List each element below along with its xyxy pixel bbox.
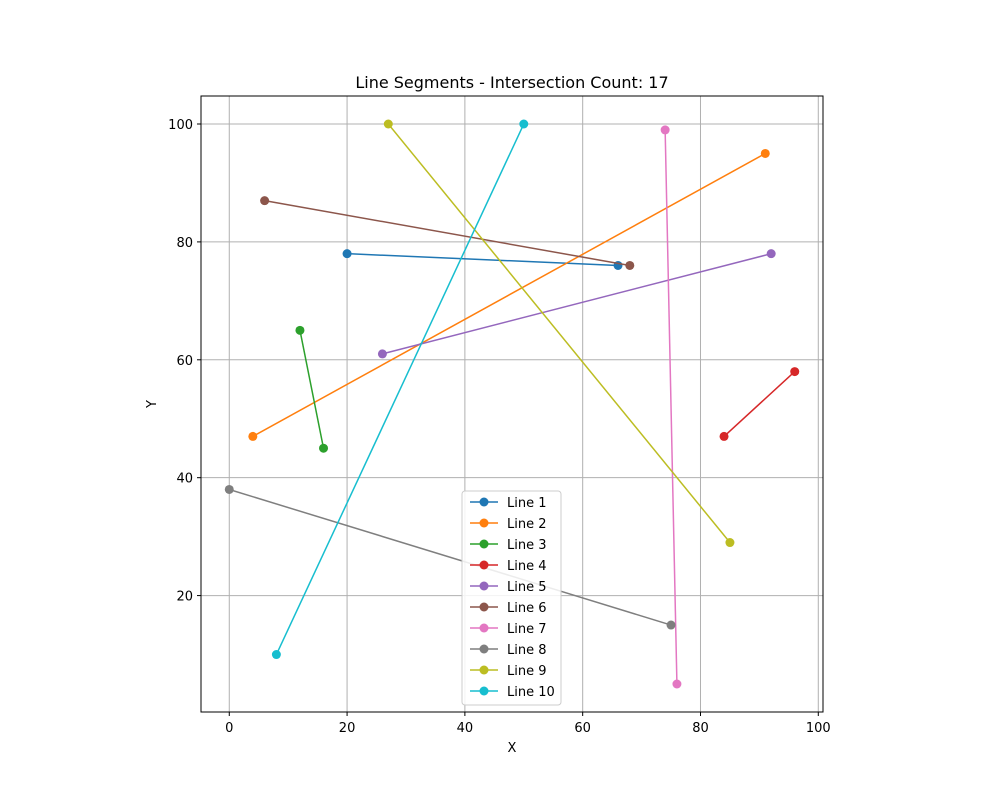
legend-marker xyxy=(479,644,489,654)
line-segment xyxy=(382,252,772,355)
data-point xyxy=(666,620,676,630)
legend-item: Line 8 xyxy=(470,643,547,658)
data-point xyxy=(760,148,770,158)
legend-marker xyxy=(479,602,489,612)
y-tick-label: 80 xyxy=(176,236,193,251)
data-point xyxy=(725,538,735,548)
line-segment xyxy=(723,371,796,437)
data-point xyxy=(377,349,387,359)
data-point xyxy=(319,443,329,453)
series-line-10 xyxy=(271,119,529,660)
legend-marker xyxy=(479,665,489,675)
legend-item: Line 2 xyxy=(470,517,547,532)
line-segment xyxy=(275,123,525,655)
data-point xyxy=(342,249,352,259)
legend-item: Line 5 xyxy=(470,580,547,595)
data-point xyxy=(660,125,670,135)
legend-item: Line 7 xyxy=(470,622,547,637)
data-point xyxy=(383,119,393,129)
x-tick-label: 100 xyxy=(806,721,831,736)
data-point xyxy=(248,431,258,441)
legend: Line 1 Line 2 Line 3 Line 4 Line 5 Line 6 Line… xyxy=(461,490,562,706)
legend-marker xyxy=(479,497,489,507)
series-line-7 xyxy=(660,125,682,689)
legend-label: Line 1 xyxy=(507,496,547,511)
legend-label: Line 3 xyxy=(507,538,547,553)
data-point xyxy=(519,119,529,129)
series-line-9 xyxy=(383,119,735,548)
plot-frame xyxy=(200,95,824,713)
data-point xyxy=(719,431,729,441)
legend-item: Line 4 xyxy=(470,559,547,574)
y-tick-label: 60 xyxy=(176,354,193,369)
series-line-2 xyxy=(248,148,770,441)
x-tick-label: 20 xyxy=(339,721,356,736)
line-segment xyxy=(299,330,325,449)
legend-item: Line 3 xyxy=(470,538,547,553)
x-tick-label: 40 xyxy=(457,721,474,736)
legend-label: Line 8 xyxy=(507,643,547,658)
series-line-4 xyxy=(719,367,800,441)
legend-label: Line 6 xyxy=(507,601,547,616)
legend-label: Line 9 xyxy=(507,664,547,679)
legend-marker xyxy=(479,539,489,549)
legend-label: Line 4 xyxy=(507,559,547,574)
x-axis-label: X xyxy=(508,741,517,756)
data-point xyxy=(625,260,635,270)
y-axis-label: Y xyxy=(145,400,160,409)
line-segment xyxy=(387,123,731,544)
line-segment xyxy=(264,199,630,267)
legend-label: Line 10 xyxy=(507,685,555,700)
line-segment xyxy=(664,129,678,685)
data-point xyxy=(790,367,800,377)
legend-label: Line 7 xyxy=(507,622,547,637)
series-line-8 xyxy=(224,484,676,630)
line-segment xyxy=(347,252,619,267)
legend-label: Line 2 xyxy=(507,517,547,532)
y-tick-label: 100 xyxy=(168,118,193,133)
ticks: 0 20 40 60 80 100 20 40 60 80 100 xyxy=(168,118,831,736)
legend-marker xyxy=(479,623,489,633)
chart-title: Line Segments - Intersection Count: 17 xyxy=(355,73,668,92)
legend-item: Line 1 xyxy=(470,496,547,511)
grid xyxy=(201,96,823,712)
legend-item: Line 9 xyxy=(470,664,547,679)
legend-item: Line 10 xyxy=(470,685,555,700)
x-tick-label: 0 xyxy=(225,721,233,736)
line-segment xyxy=(229,488,672,626)
legend-marker xyxy=(479,518,489,528)
series-line-6 xyxy=(260,196,635,270)
x-tick-label: 80 xyxy=(692,721,709,736)
series-line-3 xyxy=(295,325,329,453)
line-segment xyxy=(252,152,766,438)
legend-marker xyxy=(479,686,489,696)
data-point xyxy=(224,484,234,494)
y-tick-label: 40 xyxy=(176,472,193,487)
x-tick-label: 60 xyxy=(574,721,591,736)
series-layer xyxy=(224,119,800,689)
series-line-5 xyxy=(377,249,776,359)
legend-item: Line 6 xyxy=(470,601,547,616)
y-tick-label: 20 xyxy=(176,590,193,605)
legend-label: Line 5 xyxy=(507,580,547,595)
data-point xyxy=(766,249,776,259)
data-point xyxy=(672,679,682,689)
data-point xyxy=(271,650,281,660)
data-point xyxy=(295,325,305,335)
data-point xyxy=(260,196,270,206)
legend-marker xyxy=(479,560,489,570)
legend-marker xyxy=(479,581,489,591)
